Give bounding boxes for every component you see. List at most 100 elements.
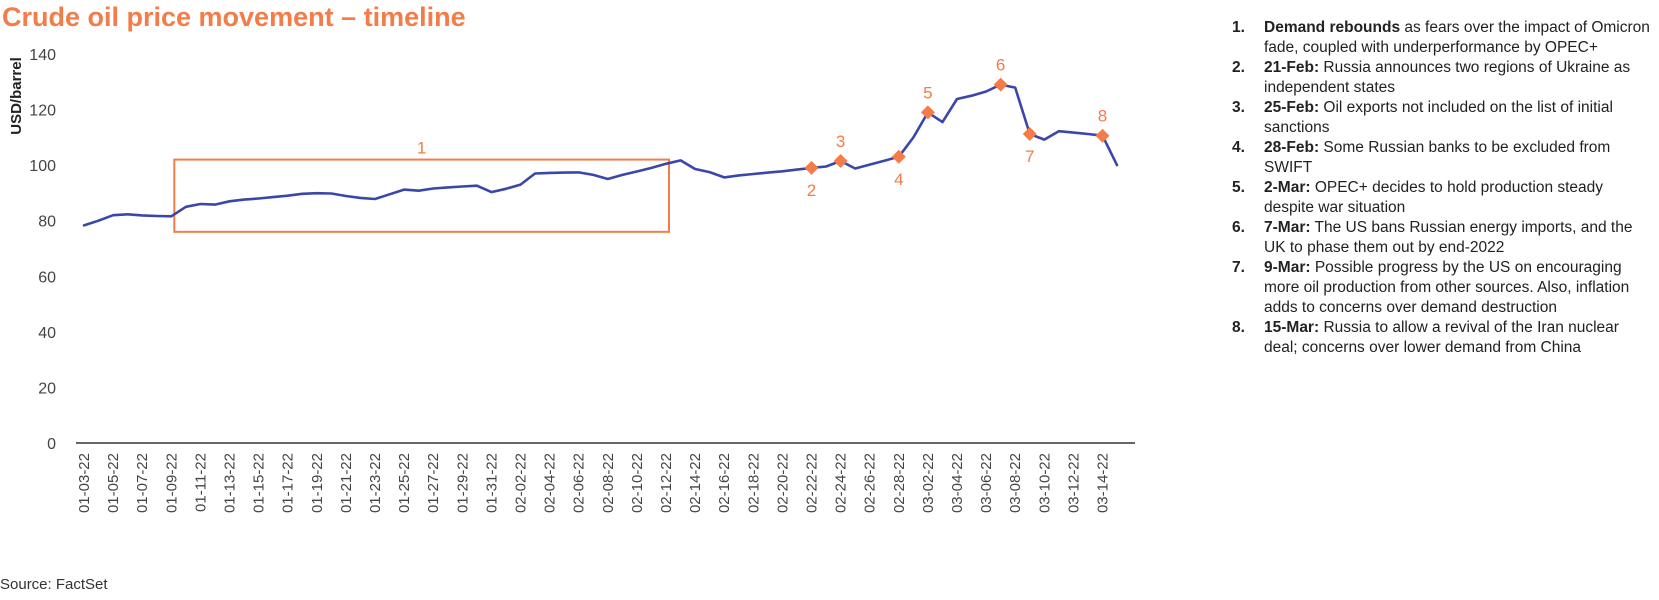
note-item: 6. 7-Mar: The US bans Russian energy impo… — [1232, 218, 1652, 258]
note-text: Russia to allow a revival of the Iran nu… — [1264, 319, 1619, 356]
x-tick-label: 01-27-22 — [425, 453, 442, 513]
x-tick-label: 01-31-22 — [483, 453, 500, 513]
annotation-group: 1 — [173, 139, 671, 233]
x-tick-label: 02-06-22 — [571, 453, 588, 513]
x-tick-label: 01-25-22 — [396, 453, 413, 513]
event-marker-6 — [993, 77, 1008, 92]
y-axis-tick-labels: 0 20 40 60 80 100 120 140 — [29, 47, 56, 453]
note-heading: 28-Feb: — [1264, 139, 1320, 156]
x-tick-label: 03-06-22 — [978, 453, 995, 513]
event-marker-5 — [920, 105, 935, 120]
note-number: 4. — [1232, 139, 1245, 156]
note-number: 8. — [1232, 319, 1245, 336]
y-tick-label: 20 — [38, 380, 56, 397]
y-tick-label: 100 — [29, 158, 56, 175]
x-tick-label: 02-16-22 — [716, 453, 733, 513]
x-tick-label: 02-08-22 — [600, 453, 617, 513]
event-label-5: 5 — [923, 83, 932, 102]
x-axis-tick-labels: 01-03-22 01-05-22 01-07-22 01-09-22 01-11-22… — [76, 453, 1112, 513]
x-tick-label: 03-08-22 — [1007, 453, 1024, 513]
y-tick-label: 60 — [38, 269, 56, 286]
source-note: Source: FactSet — [0, 576, 108, 593]
note-text: OPEC+ decides to hold production steady … — [1264, 179, 1604, 216]
y-tick-label: 140 — [29, 47, 56, 64]
y-tick-label: 40 — [38, 325, 56, 342]
event-notes-list: 1. Demand rebounds as fears over the impa… — [1232, 18, 1652, 358]
x-tick-label: 01-23-22 — [367, 453, 384, 513]
event-marker-4 — [891, 149, 906, 164]
note-number: 2. — [1232, 59, 1245, 76]
note-heading: 9-Mar: — [1264, 259, 1311, 276]
x-tick-label: 02-20-22 — [774, 453, 791, 513]
x-tick-label: 02-14-22 — [687, 453, 704, 513]
x-tick-label: 01-29-22 — [454, 453, 471, 513]
event-marker-8 — [1095, 128, 1110, 143]
note-text: Oil exports not included on the list of … — [1264, 99, 1613, 136]
event-marker-3 — [833, 153, 848, 168]
chart-title: Crude oil price movement – timeline — [2, 2, 466, 32]
note-number: 5. — [1232, 179, 1245, 196]
x-tick-label: 03-04-22 — [949, 453, 966, 513]
x-tick-label: 03-14-22 — [1095, 453, 1112, 513]
note-number: 7. — [1232, 259, 1245, 276]
price-series-line — [82, 83, 1119, 227]
note-text: Possible progress by the US on encouragi… — [1264, 259, 1630, 316]
x-tick-label: 02-28-22 — [891, 453, 908, 513]
x-tick-label: 01-21-22 — [338, 453, 355, 513]
note-text: Russia announces two regions of Ukraine … — [1264, 59, 1631, 96]
x-tick-label: 03-02-22 — [920, 453, 937, 513]
oil-price-line-chart: 0 20 40 60 80 100 120 140 USD/barrel 1 01-03-22… — [8, 47, 1136, 513]
event-marker-7 — [1022, 127, 1037, 142]
note-heading: 21-Feb: — [1264, 59, 1320, 76]
x-tick-label: 01-03-22 — [76, 453, 93, 513]
note-heading: 15-Mar: — [1264, 319, 1320, 336]
note-heading: 2-Mar: — [1264, 179, 1311, 196]
x-tick-label: 02-02-22 — [513, 453, 530, 513]
annotation-label-1: 1 — [417, 139, 426, 158]
note-item: 1. Demand rebounds as fears over the impa… — [1232, 18, 1652, 58]
event-label-6: 6 — [996, 56, 1005, 75]
x-tick-label: 01-05-22 — [105, 453, 122, 513]
y-tick-label: 120 — [29, 103, 56, 120]
x-tick-label: 03-10-22 — [1036, 453, 1053, 513]
note-text: The US bans Russian energy imports, and … — [1264, 219, 1633, 256]
x-tick-label: 01-15-22 — [251, 453, 268, 513]
note-heading: 7-Mar: — [1264, 219, 1311, 236]
event-label-8: 8 — [1098, 107, 1107, 126]
note-item: 8. 15-Mar: Russia to allow a revival of t… — [1232, 318, 1652, 358]
note-item: 7. 9-Mar: Possible progress by the US on … — [1232, 258, 1652, 318]
x-tick-label: 01-19-22 — [309, 453, 326, 513]
event-label-4: 4 — [894, 170, 903, 189]
note-heading: Demand rebounds — [1264, 19, 1401, 36]
x-tick-label: 02-24-22 — [833, 453, 850, 513]
note-item: 4. 28-Feb: Some Russian banks to be exclu… — [1232, 138, 1652, 178]
annotation-box-1 — [173, 158, 671, 233]
note-heading: 25-Feb: — [1264, 99, 1320, 116]
y-tick-label: 0 — [47, 436, 56, 453]
note-text: Some Russian banks to be excluded from S… — [1264, 139, 1611, 176]
x-tick-label: 01-13-22 — [222, 453, 239, 513]
x-tick-label: 02-26-22 — [862, 453, 879, 513]
note-text: as fears over the impact of Omicron fade… — [1264, 19, 1650, 56]
note-number: 1. — [1232, 19, 1245, 36]
x-tick-label: 03-12-22 — [1065, 453, 1082, 513]
note-item: 2. 21-Feb: Russia announces two regions o… — [1232, 58, 1652, 98]
y-tick-label: 80 — [38, 214, 56, 231]
y-axis-label: USD/barrel — [8, 57, 25, 135]
x-tick-label: 02-12-22 — [658, 453, 675, 513]
x-tick-label: 01-17-22 — [280, 453, 297, 513]
note-number: 6. — [1232, 219, 1245, 236]
x-tick-label: 01-09-22 — [163, 453, 180, 513]
event-label-7: 7 — [1025, 147, 1034, 166]
x-tick-label: 01-07-22 — [134, 453, 151, 513]
note-number: 3. — [1232, 99, 1245, 116]
event-marker-2 — [804, 160, 819, 175]
event-label-2: 2 — [807, 181, 816, 200]
x-tick-label: 02-18-22 — [745, 453, 762, 513]
note-item: 5. 2-Mar: OPEC+ decides to hold productio… — [1232, 178, 1652, 218]
x-tick-label: 02-22-22 — [804, 453, 821, 513]
x-tick-label: 02-04-22 — [542, 453, 559, 513]
x-tick-label: 01-11-22 — [192, 453, 209, 512]
note-item: 3. 25-Feb: Oil exports not included on th… — [1232, 98, 1652, 138]
x-tick-label: 02-10-22 — [629, 453, 646, 513]
